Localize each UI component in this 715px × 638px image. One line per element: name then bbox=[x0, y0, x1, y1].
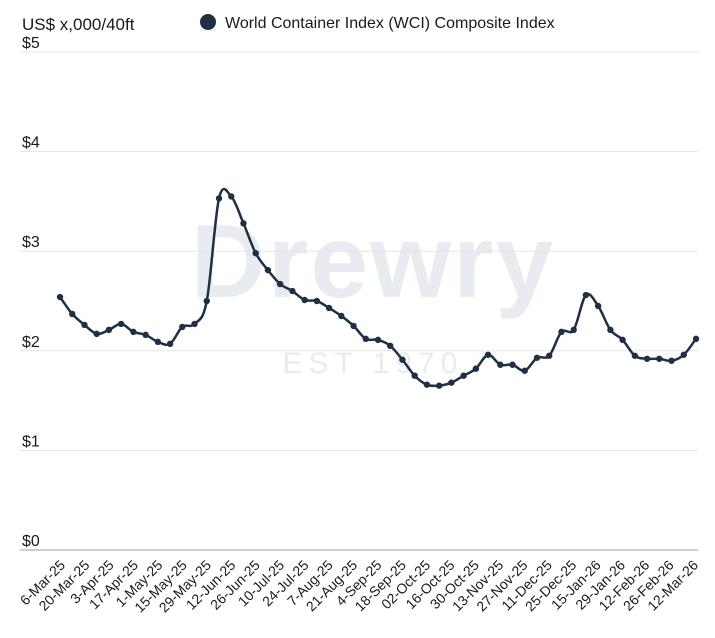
data-point bbox=[252, 249, 259, 257]
y-tick-label: $0 bbox=[22, 533, 40, 550]
data-point bbox=[215, 195, 223, 202]
data-point bbox=[521, 367, 528, 374]
data-point bbox=[594, 302, 602, 310]
data-point bbox=[154, 338, 162, 346]
data-point bbox=[313, 297, 321, 305]
series-group bbox=[56, 187, 700, 389]
data-point bbox=[692, 335, 700, 343]
data-point bbox=[484, 351, 492, 358]
data-point bbox=[619, 336, 626, 344]
data-point bbox=[362, 335, 369, 343]
data-point bbox=[582, 291, 590, 299]
data-point bbox=[56, 293, 64, 301]
legend-marker-icon bbox=[200, 14, 216, 30]
data-point bbox=[93, 330, 100, 338]
legend: World Container Index (WCI) Composite In… bbox=[200, 14, 555, 32]
data-point bbox=[680, 351, 687, 358]
data-point bbox=[179, 323, 186, 331]
y-axis-label: US$ x,000/40ft bbox=[22, 15, 135, 34]
data-point bbox=[69, 310, 76, 318]
data-point bbox=[130, 328, 137, 336]
data-point bbox=[546, 352, 553, 359]
data-point bbox=[448, 379, 455, 386]
data-point bbox=[350, 322, 357, 330]
data-point bbox=[203, 297, 210, 305]
data-point bbox=[142, 331, 149, 339]
data-point bbox=[325, 304, 333, 312]
legend-label: World Container Index (WCI) Composite In… bbox=[225, 15, 555, 32]
data-point bbox=[191, 320, 198, 328]
data-point bbox=[166, 340, 174, 348]
data-point bbox=[374, 336, 382, 344]
data-point bbox=[387, 342, 394, 350]
gridlines bbox=[20, 51, 698, 551]
watermark-brand: Drewry bbox=[191, 204, 556, 320]
data-point bbox=[423, 381, 431, 388]
data-point bbox=[264, 266, 272, 274]
data-point bbox=[301, 296, 308, 304]
y-tick-label: $1 bbox=[22, 433, 40, 450]
data-point bbox=[399, 356, 406, 363]
data-point bbox=[533, 354, 541, 361]
data-point bbox=[276, 280, 284, 288]
drewry-watermark: Drewry EST 1970 bbox=[191, 204, 556, 380]
data-point bbox=[228, 193, 235, 200]
data-point bbox=[497, 361, 504, 368]
y-tick-label: $4 bbox=[22, 135, 40, 152]
x-tick-labels: 6-Mar-2520-Mar-253-Apr-2517-Apr-251-May-… bbox=[17, 557, 702, 616]
data-point bbox=[435, 382, 443, 389]
data-point bbox=[668, 357, 675, 364]
data-point bbox=[460, 372, 467, 379]
data-point bbox=[509, 361, 516, 368]
data-point bbox=[472, 365, 480, 372]
data-point bbox=[117, 320, 125, 328]
data-point bbox=[631, 352, 639, 359]
watermark-tagline: EST 1970 bbox=[283, 347, 464, 380]
data-point bbox=[607, 326, 614, 334]
y-tick-label: $3 bbox=[22, 234, 40, 251]
y-tick-label: $5 bbox=[22, 35, 40, 52]
data-point bbox=[570, 326, 577, 334]
data-point bbox=[643, 355, 651, 362]
data-point bbox=[338, 312, 345, 320]
data-point bbox=[558, 328, 565, 336]
data-point bbox=[289, 287, 296, 295]
data-point bbox=[105, 326, 113, 334]
data-point bbox=[81, 321, 88, 329]
y-tick-labels: $0 $1 $2 $3 $4 $5 bbox=[22, 35, 40, 550]
y-tick-label: $2 bbox=[22, 334, 40, 351]
data-point bbox=[411, 372, 418, 379]
data-point bbox=[240, 220, 247, 227]
data-point bbox=[656, 355, 663, 362]
